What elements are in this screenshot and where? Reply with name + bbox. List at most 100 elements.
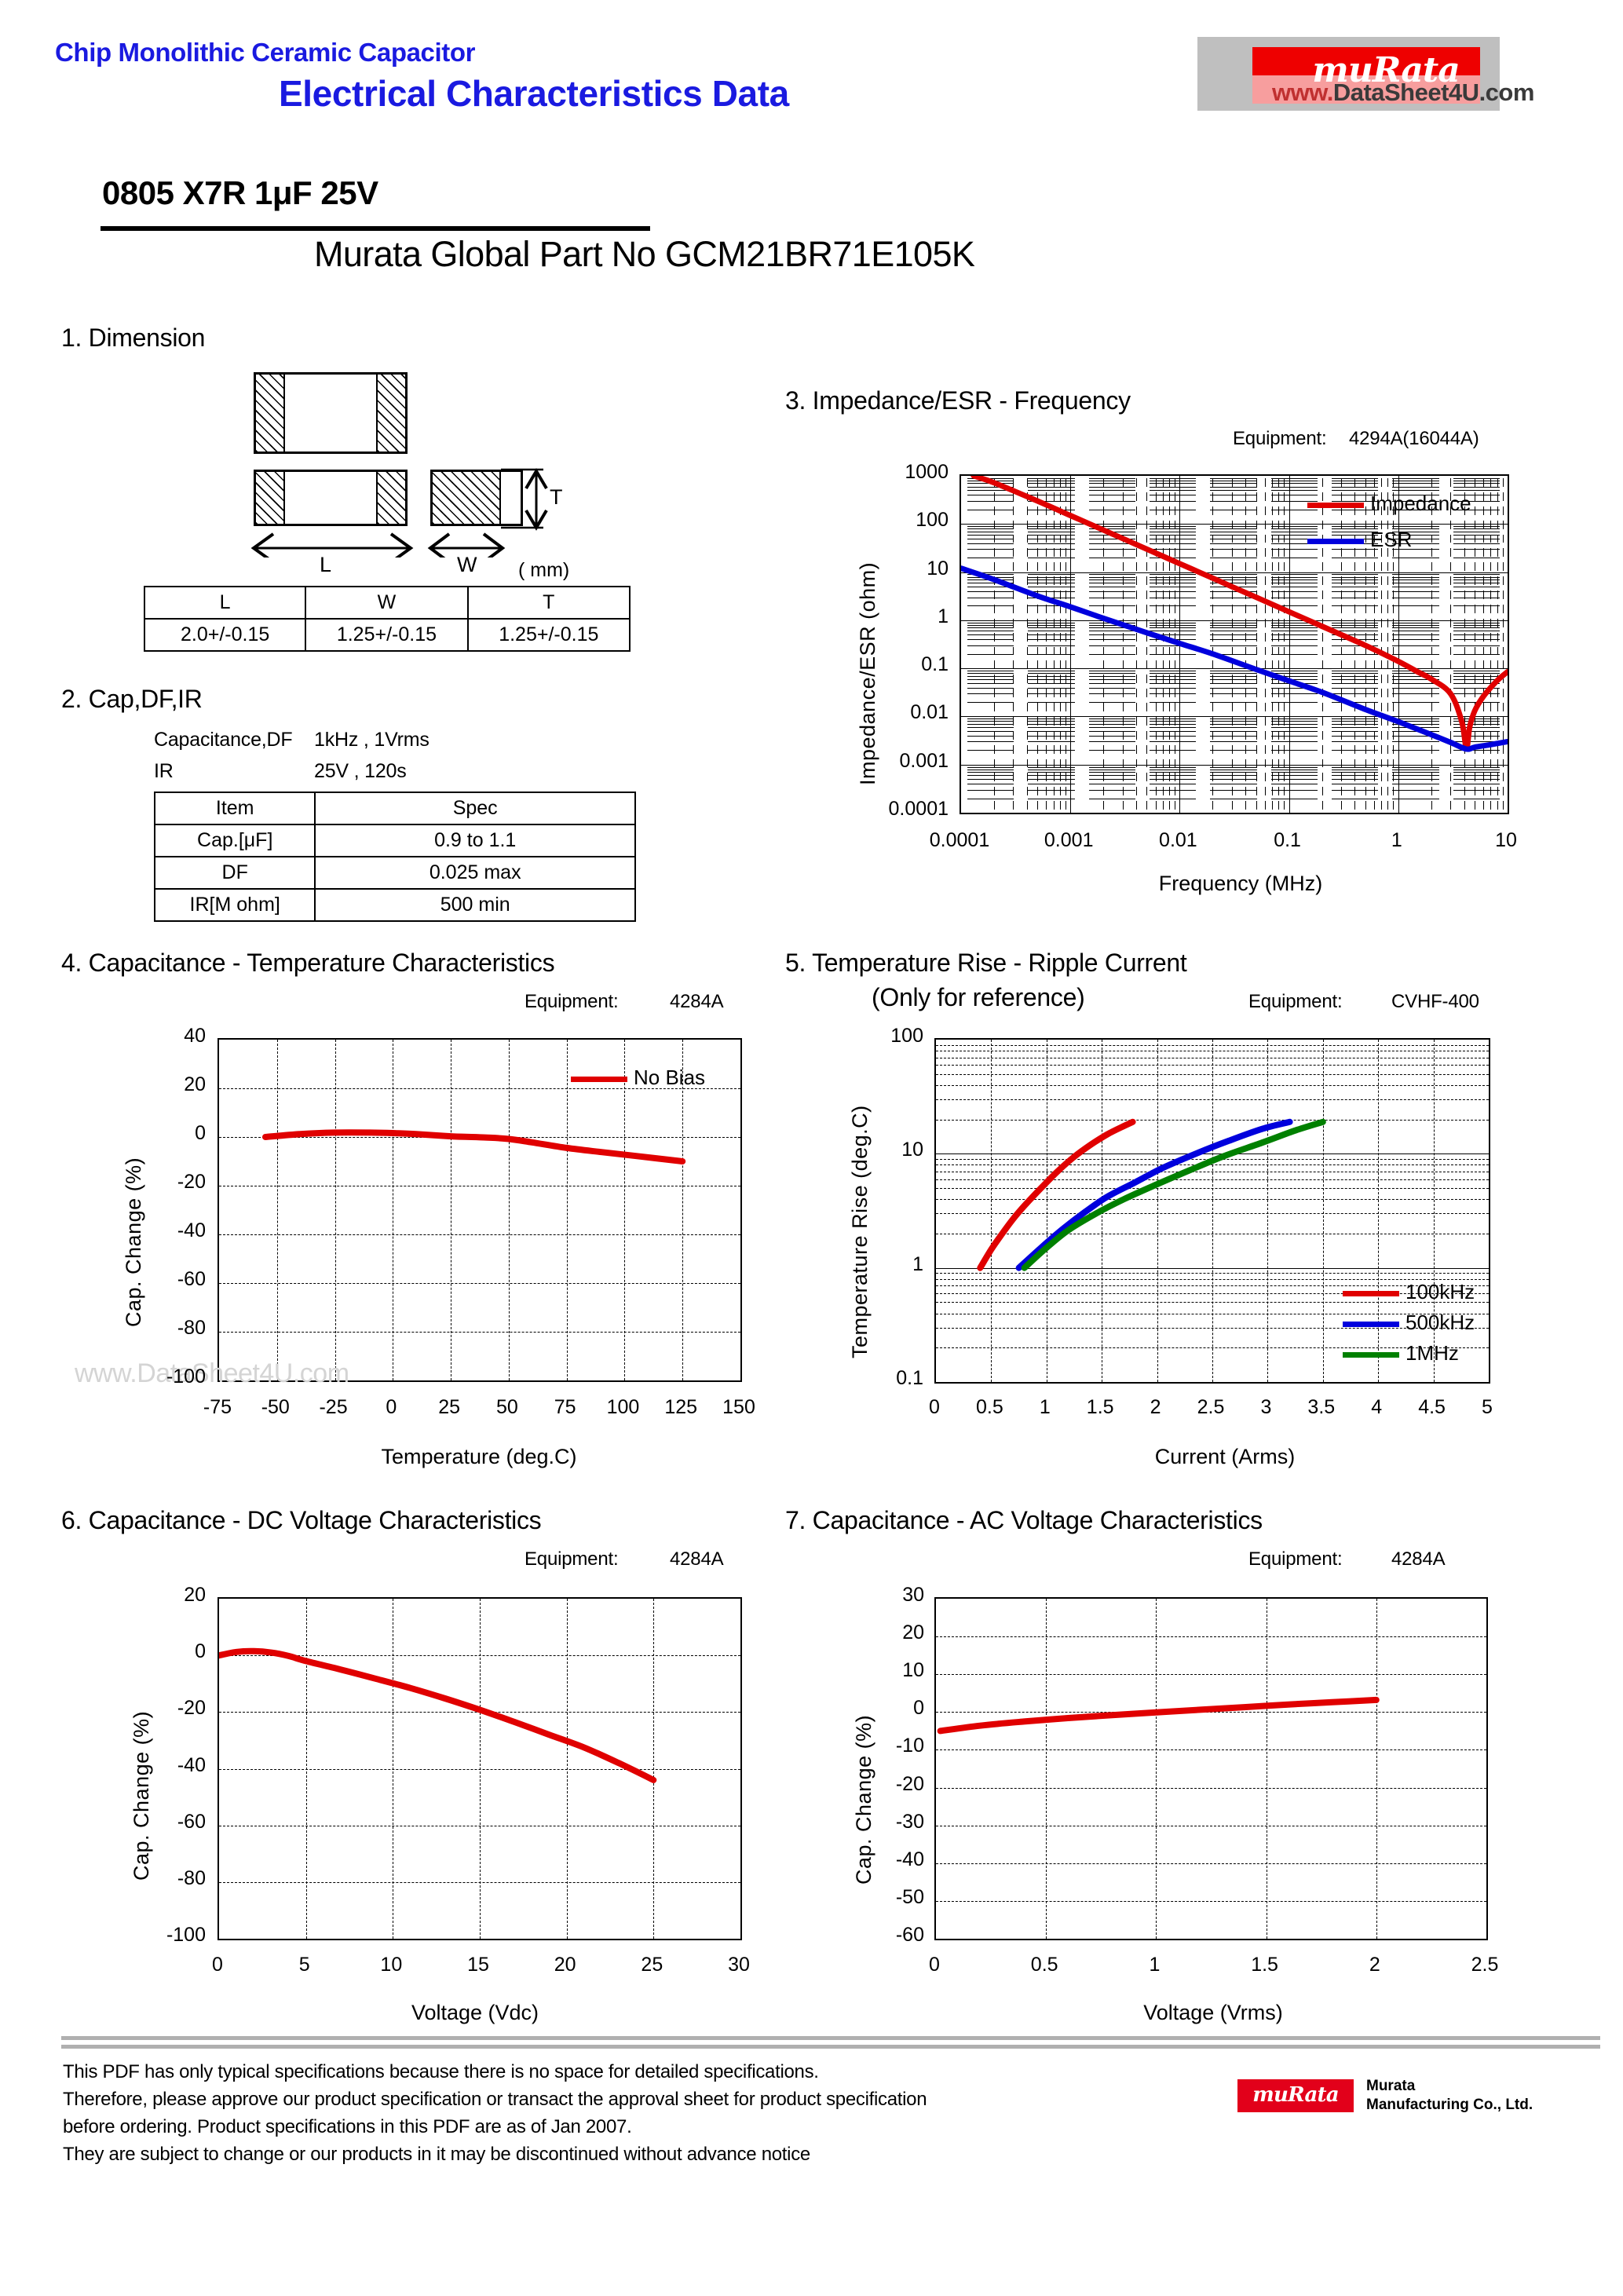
minor-gridline-vertical [1026,646,1028,656]
chart4-xtick: 100 [606,1396,640,1418]
chart3-ytick: 10 [927,557,949,579]
minor-gridline-horizontal [1088,675,1135,677]
minor-gridline-vertical [1162,478,1164,487]
minor-gridline-vertical [1464,646,1465,656]
minor-gridline-vertical [1284,759,1285,768]
minor-gridline-horizontal [1088,590,1135,592]
spec-table: Item Spec Cap.[μF] 0.9 to 1.1 DF 0.025 m… [153,792,636,922]
spec-value-df: 0.025 max [314,856,636,890]
minor-gridline-vertical [1046,703,1047,711]
minor-gridline-horizontal [1332,483,1379,484]
minor-gridline-horizontal [1150,605,1197,607]
minor-gridline-vertical [1256,660,1257,670]
minor-gridline-vertical [1212,632,1214,642]
minor-gridline-vertical [1212,478,1214,487]
minor-gridline-vertical [1231,492,1233,501]
chart4-ytick: 20 [184,1073,206,1095]
minor-gridline-vertical [1146,801,1148,810]
minor-gridline-vertical [1231,759,1233,768]
minor-gridline-vertical [1103,576,1105,585]
minor-gridline-horizontal [1088,639,1135,641]
minor-gridline-horizontal [1150,534,1197,536]
minor-gridline-vertical [1162,773,1164,782]
minor-gridline-vertical [1212,548,1214,558]
minor-gridline-horizontal [1453,534,1500,536]
minor-gridline-horizontal [1453,750,1500,751]
minor-gridline-vertical [1013,590,1014,599]
minor-gridline-horizontal [1270,735,1318,737]
minor-gridline-vertical [1245,801,1247,810]
minor-gridline-horizontal [1150,766,1197,768]
minor-gridline-vertical [1497,506,1498,515]
gridline-vertical [566,1040,568,1380]
minor-gridline-vertical [1037,675,1039,684]
minor-gridline-horizontal [1332,779,1379,781]
minor-gridline-horizontal [1150,673,1197,675]
minor-gridline-vertical [1387,478,1389,487]
minor-gridline-vertical [1013,646,1014,656]
minor-gridline-vertical [1059,689,1061,697]
minor-gridline-vertical [1053,604,1055,613]
minor-gridline-vertical [1122,478,1124,487]
minor-gridline-vertical [1059,492,1061,501]
minor-gridline-horizontal [1028,526,1075,528]
minor-gridline-vertical [1245,492,1247,501]
minor-gridline-horizontal [1028,789,1075,791]
minor-gridline-vertical [1497,646,1498,656]
minor-gridline-horizontal [1150,772,1197,773]
minor-gridline-vertical [1103,744,1105,754]
minor-gridline-vertical [1026,730,1028,740]
chart5-ytick: 100 [890,1025,923,1047]
section-5-equipment-value: CVHF-400 [1391,991,1479,1012]
minor-gridline-horizontal [1210,766,1257,768]
minor-gridline-horizontal [1028,605,1075,607]
minor-gridline-vertical [1321,618,1323,627]
minor-gridline-vertical [1490,576,1492,585]
minor-gridline-vertical [1046,478,1047,487]
minor-gridline-vertical [1162,801,1164,810]
minor-gridline-vertical [1321,773,1323,782]
minor-gridline-vertical [1387,646,1389,656]
minor-gridline-horizontal [967,486,1014,488]
minor-gridline-vertical [1387,773,1389,782]
chart7-xtick: 2 [1369,1954,1380,1976]
minor-gridline-vertical [1264,562,1266,572]
minor-gridline-vertical [1155,646,1157,656]
minor-gridline-vertical [1122,773,1124,782]
footer-company-name: Murata [1366,2078,1416,2094]
minor-gridline-vertical [1393,562,1395,572]
chart7-ytick: 20 [902,1621,924,1644]
minor-gridline-vertical [1502,618,1504,627]
minor-gridline-vertical [1103,548,1105,558]
chart4-xtick: 50 [495,1396,518,1418]
minor-gridline-vertical [1354,675,1356,684]
minor-gridline-vertical [1122,744,1124,754]
minor-gridline-vertical [1502,744,1504,754]
minor-gridline-vertical [1256,716,1257,726]
chart3-ytick: 100 [916,509,949,532]
minor-gridline-vertical [1155,478,1157,487]
minor-gridline-horizontal [1088,627,1135,629]
dim-header-W: W [305,586,469,620]
minor-gridline-vertical [1162,730,1164,740]
minor-gridline-vertical [1373,759,1375,768]
minor-gridline-vertical [1059,660,1061,670]
minor-gridline-horizontal [1028,590,1075,592]
minor-gridline-horizontal [1028,490,1075,492]
minor-gridline-vertical [1264,618,1266,627]
minor-gridline-vertical [1136,590,1137,599]
minor-gridline-vertical [1450,604,1452,613]
minor-gridline-vertical [1278,576,1280,585]
minor-gridline-vertical [1046,646,1047,656]
minor-gridline-vertical [1026,801,1028,810]
data-series-line [977,1118,1136,1271]
minor-gridline-vertical [1464,506,1465,515]
minor-gridline-vertical [1278,730,1280,740]
minor-gridline-vertical [1103,590,1105,599]
minor-gridline-horizontal [1150,549,1197,550]
minor-gridline-horizontal [1270,526,1318,528]
chart6-ytick: -20 [177,1697,206,1720]
minor-gridline-vertical [1146,716,1148,726]
minor-gridline-vertical [1013,675,1014,684]
minor-gridline-horizontal [1453,483,1500,484]
